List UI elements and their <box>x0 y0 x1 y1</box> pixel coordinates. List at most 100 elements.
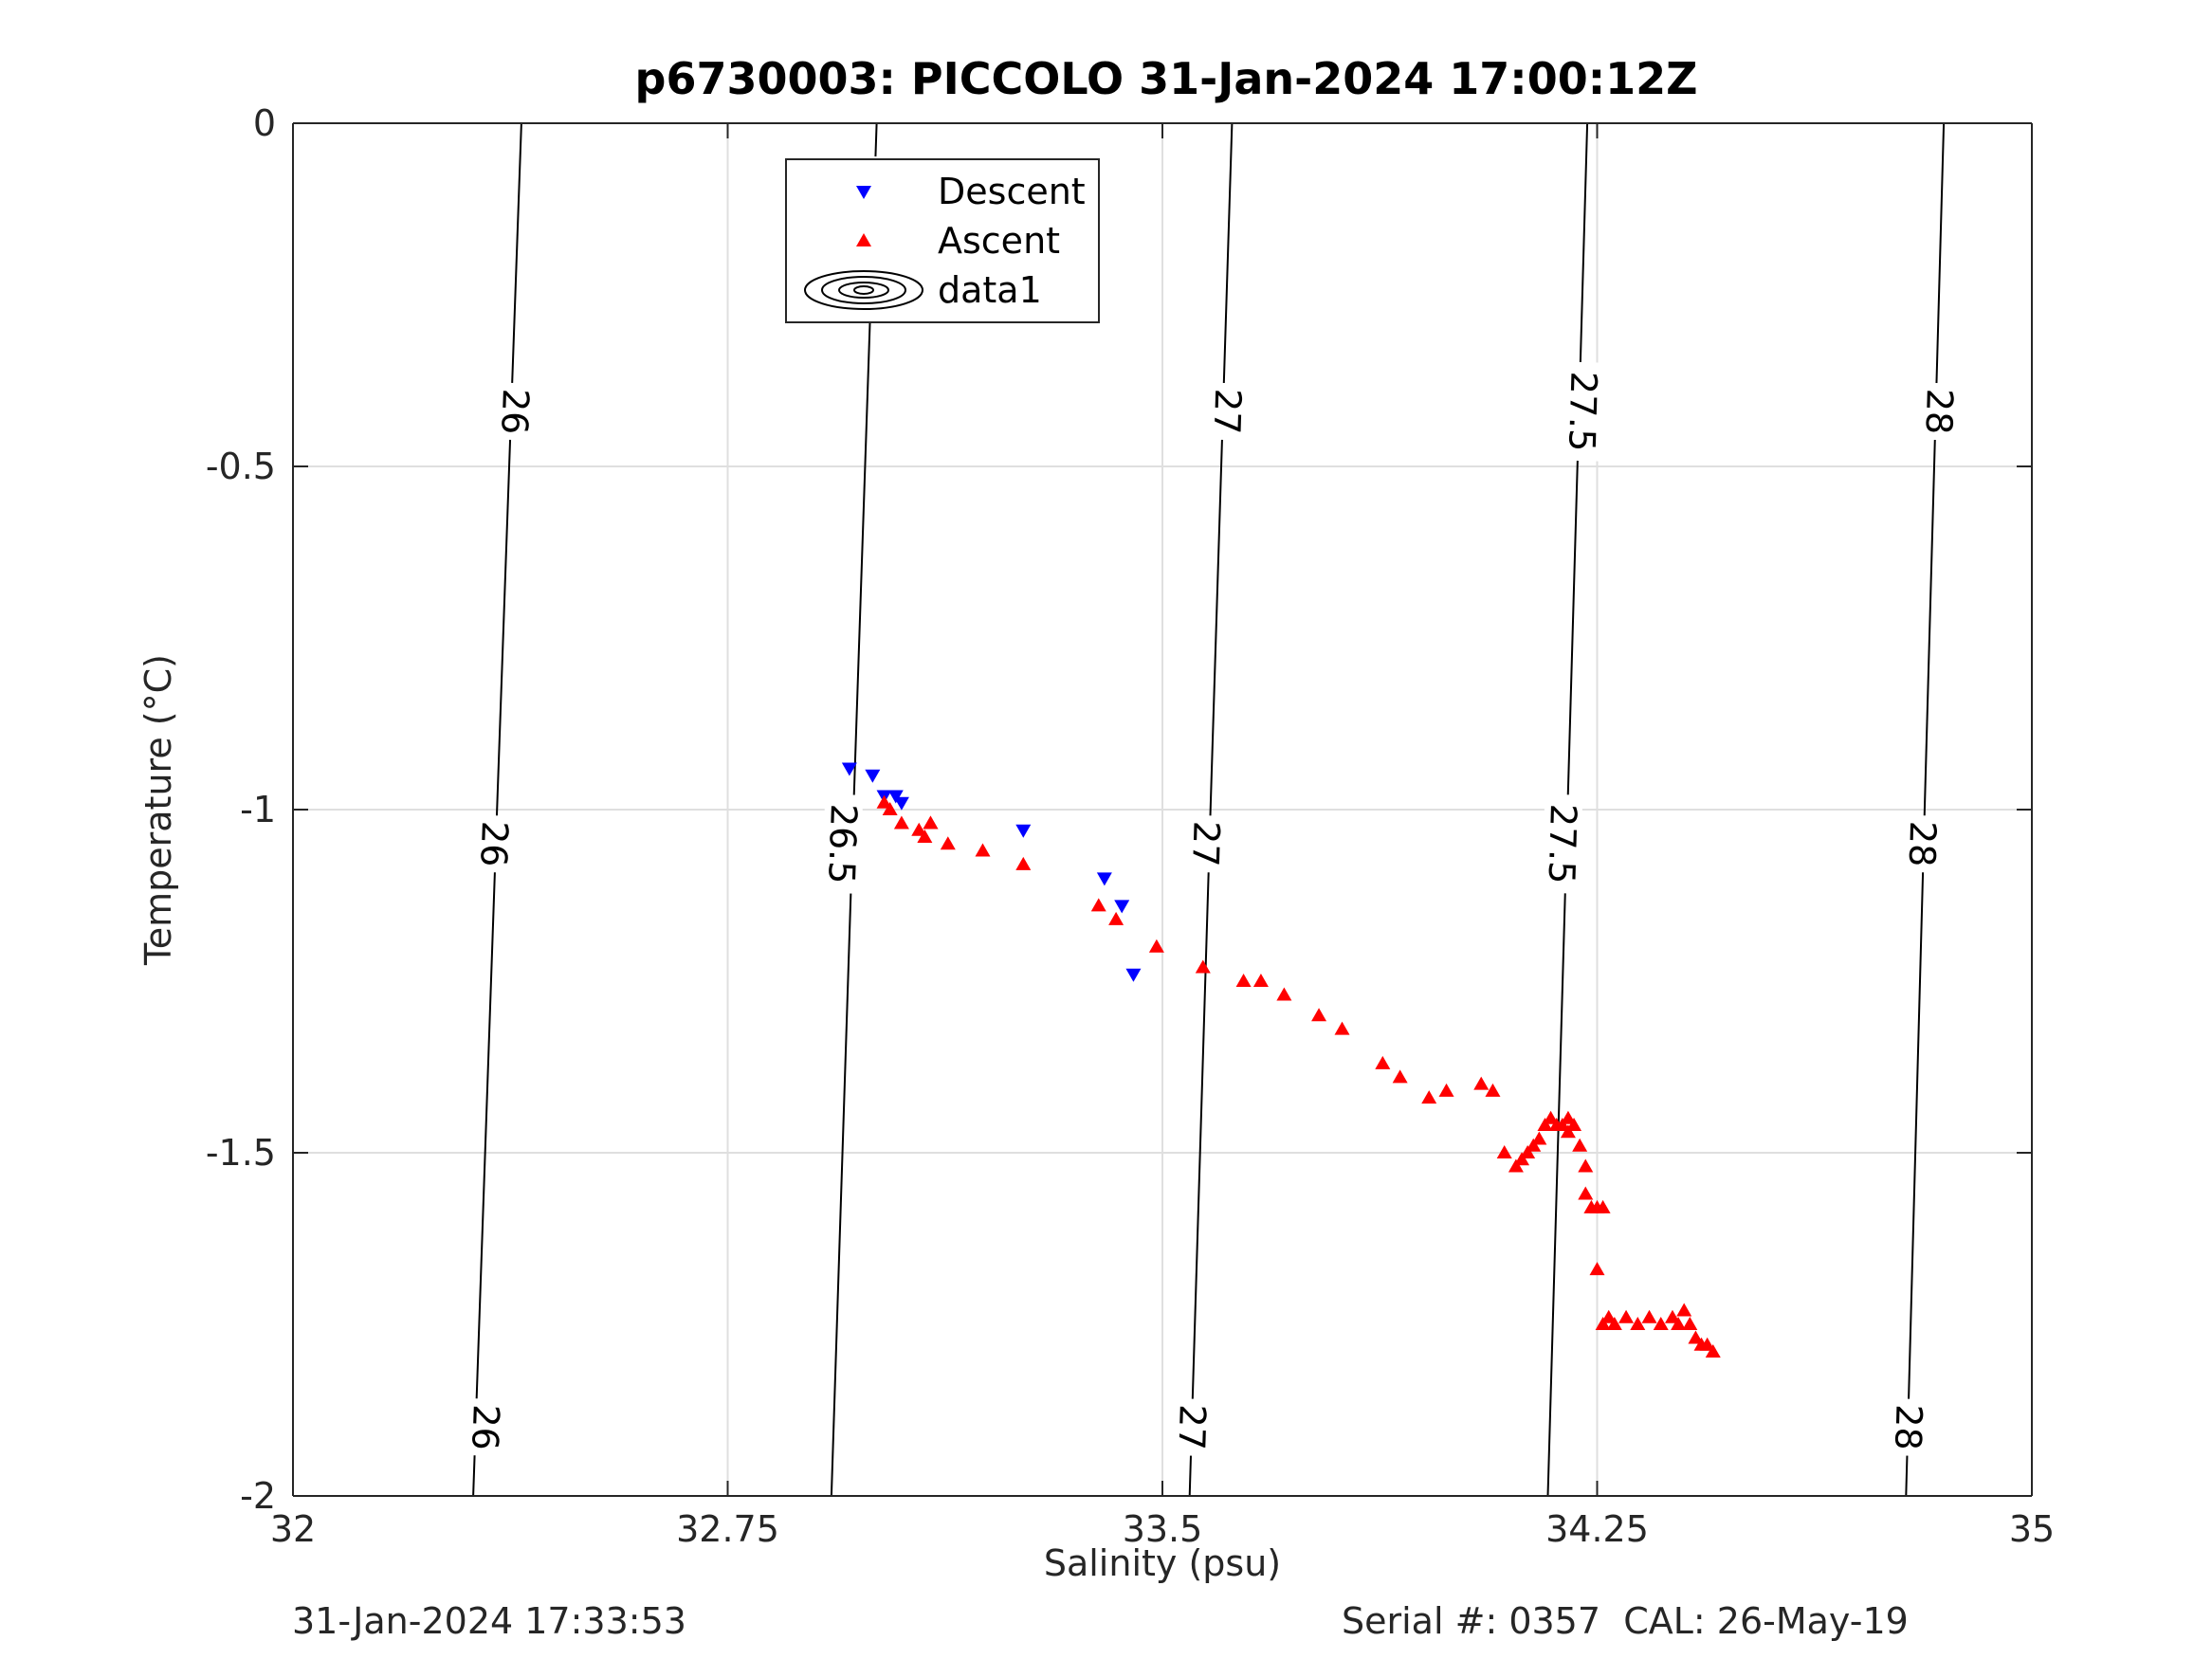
ascent-point <box>1676 1303 1692 1317</box>
y-tick-label: -2 <box>240 1475 276 1517</box>
ascent-point <box>1421 1090 1437 1104</box>
ascent-point <box>1600 1309 1617 1323</box>
isopycnal-label-bg <box>1185 814 1226 873</box>
ascent-point <box>1015 856 1032 870</box>
ascent-point <box>1496 1145 1512 1158</box>
legend-label: Ascent <box>938 220 1060 262</box>
ascent-point <box>1641 1309 1657 1323</box>
legend-contour-icon <box>804 270 923 310</box>
isopycnal-label: 28 <box>1918 388 1961 435</box>
ascent-point <box>1688 1330 1704 1344</box>
ascent-point <box>1630 1317 1646 1330</box>
isopycnal-label: 26 <box>472 820 516 867</box>
chart-title: p6730003: PICCOLO 31-Jan-2024 17:00:12Z <box>634 53 1698 104</box>
ascent-point <box>1514 1152 1530 1166</box>
descent-point <box>1015 824 1032 838</box>
legend-descent-marker <box>856 186 871 199</box>
ascent-point <box>1560 1110 1576 1124</box>
ascent-point <box>1392 1069 1408 1084</box>
y-tick-label: -1.5 <box>206 1132 276 1174</box>
isopycnal-label: 26 <box>464 1404 507 1451</box>
ascent-point <box>1705 1343 1721 1358</box>
isopycnal-label: 26 <box>493 388 537 435</box>
ascent-point <box>1276 987 1292 1001</box>
isopycnal-label: 26.5 <box>820 803 865 884</box>
ascent-point <box>1438 1083 1454 1097</box>
legend-contour-icon <box>821 276 906 304</box>
legend: Descent Ascent data1 <box>785 158 1100 323</box>
ascent-point <box>940 836 956 850</box>
legend-contour-icon <box>838 282 889 299</box>
y-tick-label: 0 <box>253 102 276 144</box>
isopycnal-label: 28 <box>1901 820 1944 867</box>
isopycnal-label-bg <box>821 793 864 894</box>
ascent-point <box>1311 1008 1327 1022</box>
isopycnal-label-bg <box>1888 1398 1929 1457</box>
footer-serial-cal: Serial #: 0357 CAL: 26-May-19 <box>1342 1600 1909 1642</box>
ascent-point <box>1334 1021 1350 1035</box>
descent-point <box>1114 900 1130 914</box>
isopycnal-label-bg <box>1902 814 1943 873</box>
isopycnal-label-bg <box>1562 361 1603 462</box>
ascent-point <box>882 802 898 815</box>
isopycnal-label: 28 <box>1887 1404 1929 1451</box>
ascent-point <box>1108 911 1124 925</box>
isopycnal-label-bg <box>474 814 515 873</box>
legend-label: Descent <box>938 171 1086 212</box>
x-tick-label: 32 <box>270 1508 316 1550</box>
y-tick-label: -1 <box>240 789 276 830</box>
ascent-point <box>1653 1317 1669 1330</box>
isopycnal-label: 27 <box>1184 820 1227 867</box>
descent-point <box>865 769 881 783</box>
ascent-point <box>1537 1118 1553 1132</box>
ascent-point <box>1485 1083 1501 1097</box>
ascent-point <box>1682 1317 1698 1330</box>
descent-point <box>1096 872 1112 886</box>
isopycnal-label: 27 <box>1206 388 1249 435</box>
isopycnal-label: 27.5 <box>1561 371 1604 452</box>
ascent-point <box>1578 1158 1594 1173</box>
isopycnal-line <box>1188 122 1234 1497</box>
ascent-point <box>1560 1124 1576 1139</box>
descent-point <box>841 762 857 776</box>
ascent-point <box>917 829 933 843</box>
ascent-point <box>1595 1317 1611 1330</box>
ascent-point <box>1252 974 1269 987</box>
isopycnal-label: 27.5 <box>1541 803 1584 884</box>
legend-contour-icon <box>853 285 874 295</box>
ascent-point <box>1543 1110 1559 1124</box>
axes: 32 32.75 33.5 34.25 35 0 -0.5 -1 -1.5 -2 Salinity … <box>137 102 2055 1584</box>
x-tick-label: 34.25 <box>1545 1508 1649 1550</box>
x-axis-label: Salinity (psu) <box>1044 1542 1281 1584</box>
ascent-point <box>893 815 909 830</box>
y-axis-label: Temperature (°C) <box>137 654 179 966</box>
legend-label: data1 <box>938 269 1042 311</box>
ascent-point <box>1606 1317 1622 1330</box>
footer-timestamp: 31-Jan-2024 17:33:53 <box>292 1600 686 1642</box>
ascent-point <box>1671 1317 1687 1330</box>
isopycnal-label-bg <box>1919 382 1960 441</box>
ascent-point <box>1664 1309 1680 1323</box>
isopycnal-line <box>472 122 522 1497</box>
ascent-point <box>1090 898 1106 912</box>
ascent-point <box>1526 1138 1542 1152</box>
ascent-point <box>1375 1055 1391 1069</box>
ascent-point <box>1618 1309 1635 1323</box>
ascent-point <box>1589 1262 1605 1276</box>
ascent-point <box>1566 1118 1582 1132</box>
ascent-point <box>1473 1076 1490 1090</box>
ascent-point <box>975 843 991 857</box>
descent-point <box>893 796 909 811</box>
isopycnal-label: 27 <box>1170 1404 1213 1451</box>
descent-point <box>1125 968 1142 982</box>
isopycnal-label-bg <box>1172 1397 1213 1457</box>
ascent-point <box>911 822 927 836</box>
isopycnal-label-bg <box>465 1397 506 1457</box>
ascent-point <box>1554 1118 1570 1132</box>
ascent-point <box>1595 1199 1611 1213</box>
x-tick-label: 33.5 <box>1123 1508 1203 1550</box>
data-points <box>841 762 1721 1358</box>
ascent-point <box>1148 939 1164 953</box>
